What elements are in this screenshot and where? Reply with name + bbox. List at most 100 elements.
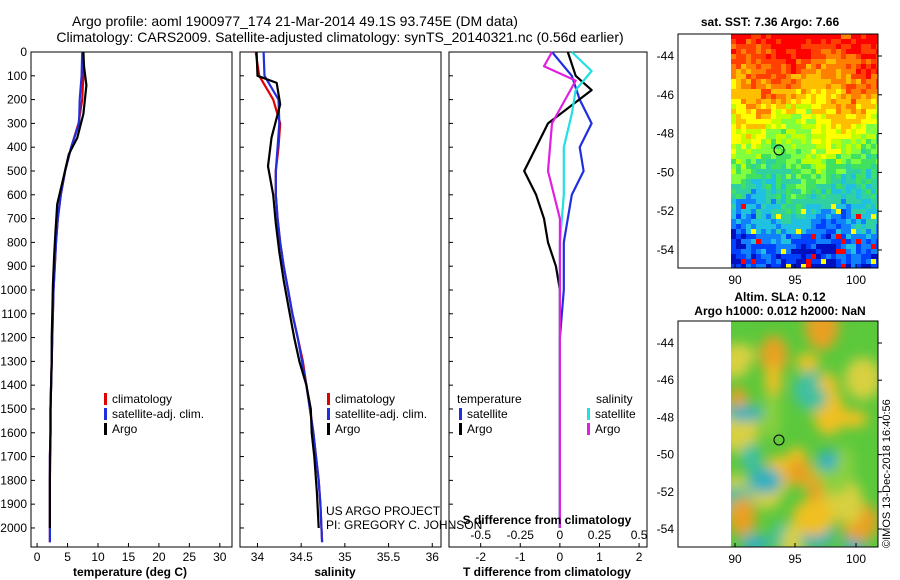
sst-cell [831,59,836,64]
sst-cell [871,54,876,59]
sst-cell [846,199,851,204]
sst-cell [876,189,878,194]
sst-cell [781,164,786,169]
sst-cell [841,234,846,239]
sst-cell [866,84,871,89]
sst-cell [761,99,766,104]
sst-cell [781,104,786,109]
legend-s-satellite: satellite [595,407,636,421]
sst-cell [846,59,851,64]
sst-cell [786,219,791,224]
sst-cell [746,219,751,224]
sst-cell [751,224,756,229]
sst-cell [746,254,751,259]
sst-cell [781,129,786,134]
sst-cell [781,199,786,204]
sst-cell [751,254,756,259]
sst-cell [811,64,816,69]
sst-cell [871,109,876,114]
sst-cell [781,59,786,64]
sst-cell [806,204,811,209]
sst-cell [836,194,841,199]
sst-cell [791,199,796,204]
sst-cell [796,49,801,54]
sst-cell [761,134,766,139]
sst-cell [816,254,821,259]
sst-cell [756,219,761,224]
sst-cell [836,89,841,94]
sst-cell [761,44,766,49]
sst-cell [801,229,806,234]
sst-cell [841,209,846,214]
sst-cell [796,259,801,264]
sst-cell [766,84,771,89]
sst-cell [816,134,821,139]
sst-cell [816,204,821,209]
sst-cell [766,114,771,119]
sst-cell [771,129,776,134]
sst-cell [731,259,736,264]
sst-cell [771,89,776,94]
sst-cell [791,99,796,104]
sst-cell [786,184,791,189]
sst-cell [776,244,781,249]
sst-cell [821,229,826,234]
sst-cell [831,244,836,249]
sst-cell [751,209,756,214]
sst-cell [861,254,866,259]
sst-cell [831,84,836,89]
sst-cell [816,244,821,249]
sst-cell [806,34,811,39]
sst-cell [811,189,816,194]
sst-cell [831,74,836,79]
legend-salinity-heading: salinity [596,392,633,406]
sst-cell [796,179,801,184]
sst-cell [801,174,806,179]
sst-cell [866,69,871,74]
sst-cell [871,104,876,109]
sst-cell [876,69,878,74]
sst-cell [791,49,796,54]
sst-cell [856,159,861,164]
sst-cell [776,69,781,74]
sst-cell [841,114,846,119]
sst-cell [746,224,751,229]
sst-cell [836,49,841,54]
sst-cell [816,119,821,124]
sst-cell [871,84,876,89]
sst-cell [841,219,846,224]
sst-cell [836,39,841,44]
legend-argo: Argo [112,422,138,436]
sst-cell [741,59,746,64]
sst-cell [756,94,761,99]
sst-cell [776,169,781,174]
sst-cell [801,69,806,74]
sst-cell [781,139,786,144]
sst-cell [856,174,861,179]
sst-cell [731,64,736,69]
sst-cell [861,64,866,69]
sst-cell [771,264,776,268]
sst-cell [781,154,786,159]
sst-cell [801,209,806,214]
sst-cell [751,59,756,64]
x-tick-label: 20 [152,550,166,564]
sst-cell [786,179,791,184]
sst-cell [796,79,801,84]
sst-cell [746,179,751,184]
sst-cell [751,199,756,204]
sst-cell [766,214,771,219]
sst-cell [771,159,776,164]
sst-cell [826,249,831,254]
sst-cell [751,129,756,134]
sst-cell [836,264,841,268]
sst-cell [826,254,831,259]
sst-cell [841,59,846,64]
sst-cell [811,59,816,64]
sst-cell [871,114,876,119]
sst-cell [766,229,771,234]
temperature-series [48,51,88,543]
sst-cell [761,94,766,99]
sla-blob [792,499,834,537]
lat-tick-label: -46 [657,88,675,102]
